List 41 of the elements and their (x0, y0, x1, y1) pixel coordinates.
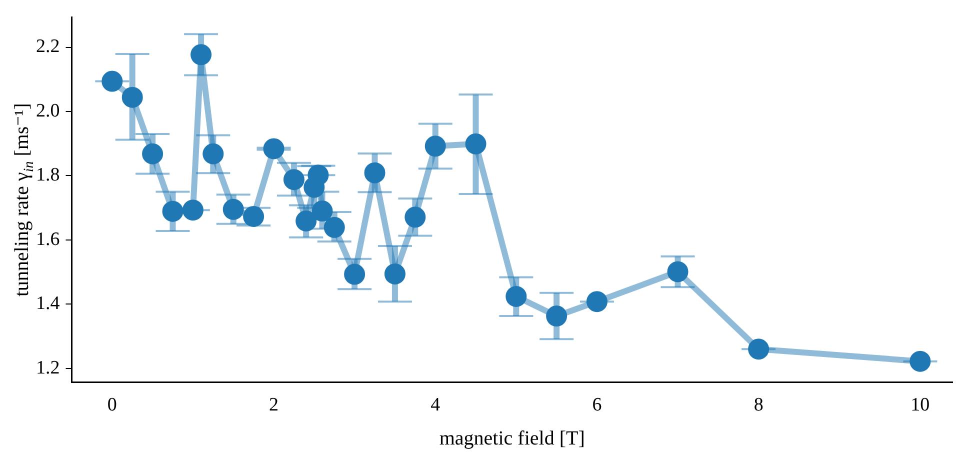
point (283, 169, 304, 190)
point (748, 338, 770, 360)
point (142, 143, 164, 164)
y-tick-label: 1.6 (36, 228, 60, 250)
x-tick-label: 6 (592, 394, 602, 416)
point (308, 164, 329, 186)
point (384, 263, 406, 284)
point (465, 133, 486, 154)
point (263, 138, 284, 160)
point (506, 286, 527, 307)
point (586, 291, 608, 312)
x-tick-label: 8 (754, 394, 764, 416)
point (344, 264, 366, 285)
x-tick-label: 2 (269, 394, 279, 416)
point (102, 70, 123, 92)
point (243, 206, 264, 227)
y-axis-title: tunneling rate γin [ms⁻¹] (11, 103, 37, 297)
x-tick-label: 4 (430, 394, 441, 416)
y-tick-label: 1.2 (36, 357, 60, 378)
point (122, 86, 143, 108)
point (424, 136, 446, 157)
y-tick-label: 2.0 (36, 100, 60, 122)
point (202, 143, 224, 164)
point (312, 200, 333, 222)
point (190, 44, 212, 66)
point (910, 350, 931, 372)
point (296, 210, 317, 232)
point (667, 261, 688, 282)
y-tick-label: 1.8 (36, 164, 60, 186)
point (162, 200, 184, 222)
point (404, 206, 426, 228)
x-axis-title: magnetic field [T] (439, 427, 585, 450)
y-tick-label: 2.2 (36, 36, 60, 58)
x-tick-label: 10 (910, 394, 930, 416)
point (546, 306, 568, 327)
x-tick-label: 0 (107, 394, 117, 416)
point (324, 216, 345, 238)
point (182, 200, 204, 221)
y-tick-label: 1.4 (36, 293, 60, 314)
point (364, 162, 386, 184)
point (222, 198, 244, 220)
